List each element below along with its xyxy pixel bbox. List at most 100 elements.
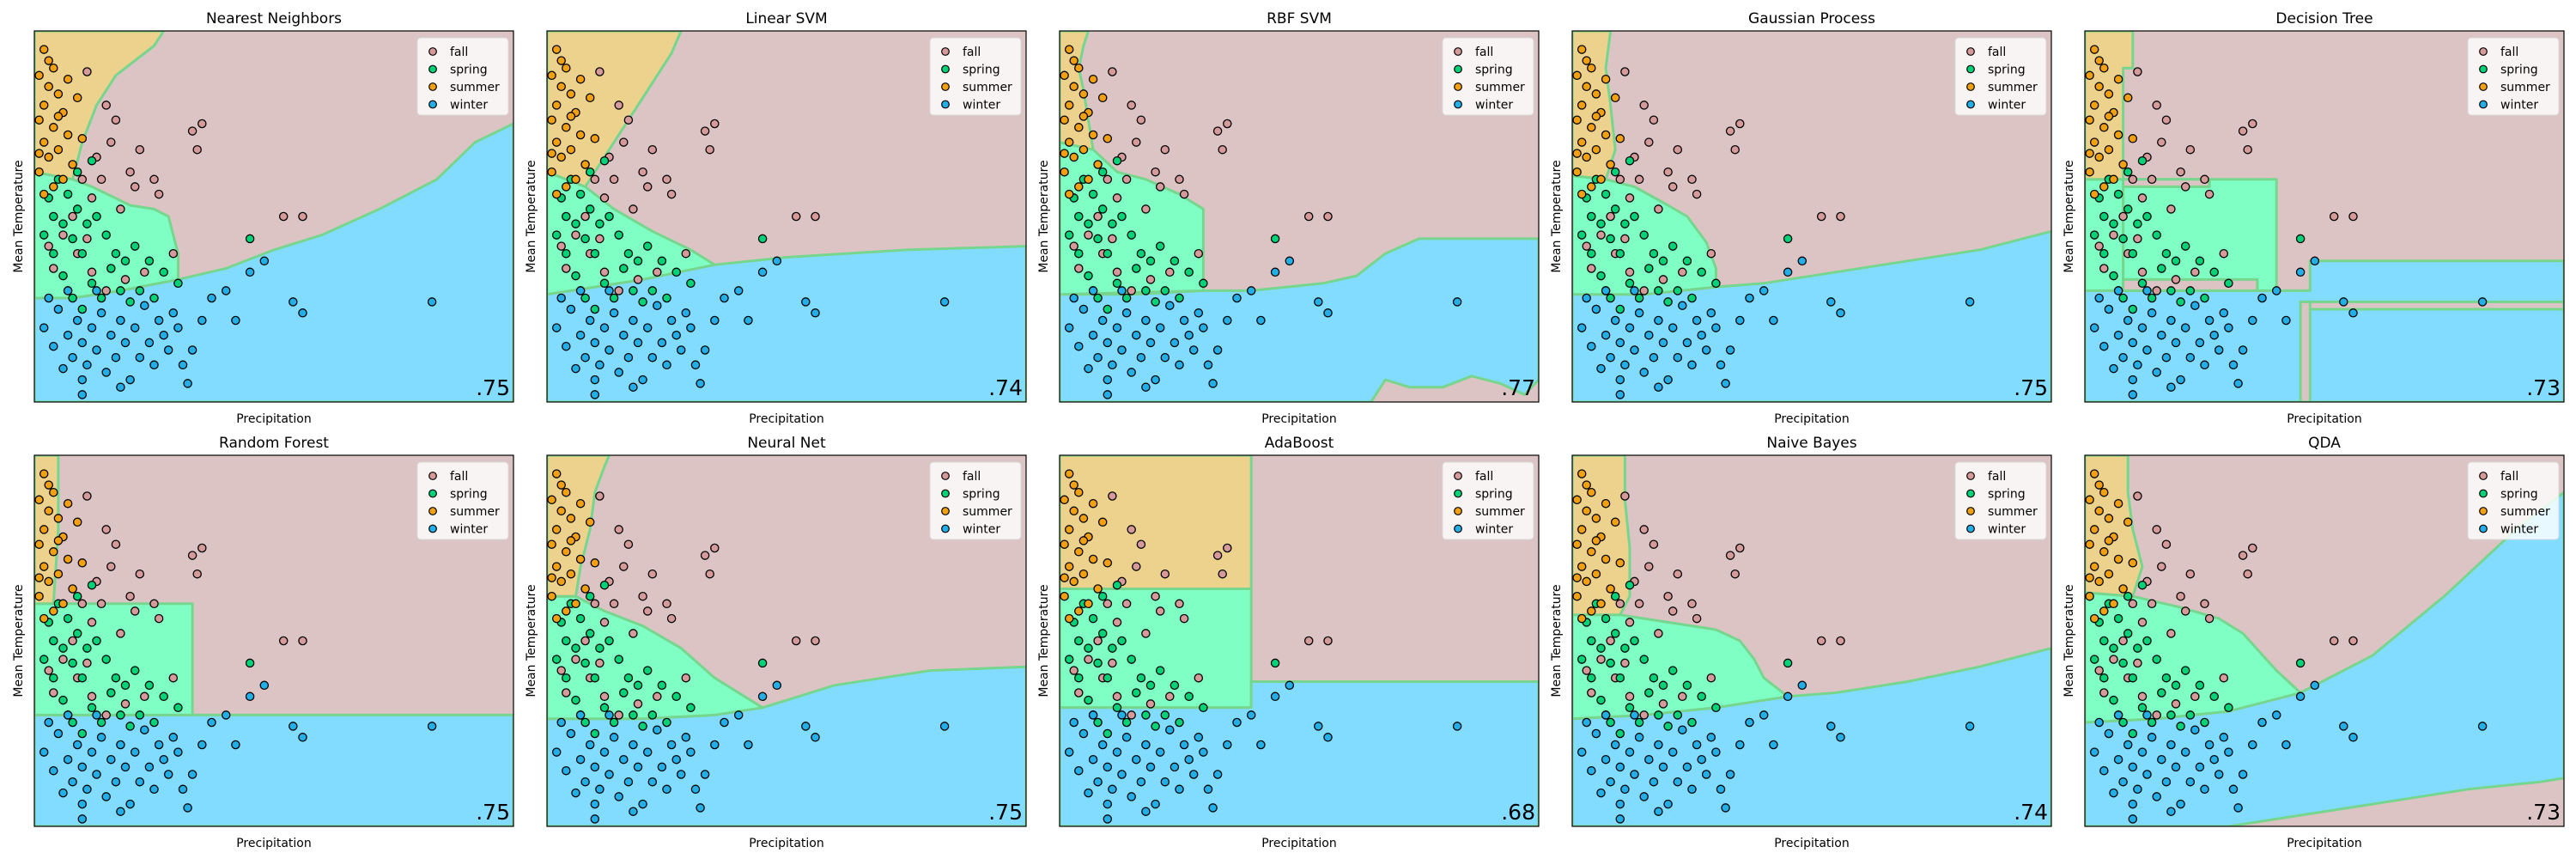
point-spring bbox=[72, 591, 82, 601]
point-fall bbox=[1093, 211, 1103, 222]
point-fall bbox=[1673, 569, 1683, 579]
point-summer bbox=[562, 63, 571, 73]
legend-entry-fall: fall bbox=[1988, 46, 2006, 59]
point-winter bbox=[566, 728, 576, 739]
point-winter bbox=[1687, 360, 1697, 370]
legend-marker-fall bbox=[1966, 47, 1975, 56]
point-spring bbox=[2200, 717, 2209, 728]
point-summer bbox=[1577, 101, 1587, 110]
point-winter bbox=[2147, 308, 2157, 318]
point-winter bbox=[2171, 338, 2181, 348]
point-spring bbox=[1160, 286, 1170, 295]
point-winter bbox=[2238, 345, 2248, 355]
point-winter bbox=[666, 315, 677, 326]
point-spring bbox=[1127, 655, 1136, 664]
points bbox=[547, 469, 950, 824]
point-summer bbox=[44, 506, 53, 516]
legend-marker-spring bbox=[1454, 489, 1462, 498]
point-winter bbox=[2161, 777, 2172, 787]
point-spring bbox=[39, 655, 49, 664]
point-winter bbox=[1577, 323, 1587, 332]
point-summer bbox=[556, 480, 566, 490]
point-summer bbox=[1074, 182, 1084, 192]
point-summer bbox=[556, 152, 566, 162]
point-winter bbox=[1074, 765, 1084, 776]
point-winter bbox=[2157, 330, 2166, 340]
point-spring bbox=[1625, 703, 1635, 713]
point-summer bbox=[547, 573, 556, 582]
point-spring bbox=[1577, 655, 1587, 664]
point-summer bbox=[566, 514, 576, 523]
point-summer bbox=[2094, 480, 2104, 490]
panel-title: AdaBoost bbox=[1265, 435, 1334, 452]
point-spring bbox=[580, 658, 590, 668]
point-summer bbox=[1064, 613, 1074, 624]
point-winter bbox=[1601, 754, 1611, 765]
point-spring bbox=[1587, 211, 1596, 222]
point-spring bbox=[1697, 267, 1706, 277]
point-spring bbox=[1596, 219, 1606, 228]
legend-entry-fall: fall bbox=[1475, 470, 1493, 484]
point-winter bbox=[2195, 762, 2205, 772]
point-winter bbox=[1179, 315, 1189, 326]
legend-box bbox=[1954, 37, 2047, 116]
legend-entry-spring: spring bbox=[1988, 64, 2026, 77]
point-spring bbox=[2133, 219, 2142, 228]
point-winter bbox=[159, 754, 168, 765]
point-winter bbox=[2128, 762, 2138, 772]
point-spring bbox=[149, 717, 159, 728]
point-winter bbox=[2224, 747, 2233, 757]
legend-entry-winter: winter bbox=[450, 523, 488, 537]
panel-qda: QDA Precipitation Mean Temperature .73 fall s… bbox=[2063, 435, 2565, 850]
point-spring bbox=[1103, 728, 1113, 739]
point-spring bbox=[638, 297, 647, 307]
point-spring bbox=[671, 267, 681, 277]
point-fall bbox=[2185, 144, 2196, 155]
point-summer bbox=[39, 469, 49, 478]
point-winter bbox=[647, 777, 658, 787]
point-spring bbox=[1658, 256, 1668, 266]
point-fall bbox=[1730, 144, 1740, 155]
point-summer bbox=[2099, 487, 2109, 497]
legend-entry-spring: spring bbox=[2500, 488, 2538, 502]
panel-title: Naive Bayes bbox=[1766, 435, 1856, 452]
point-spring bbox=[1711, 278, 1721, 289]
point-spring bbox=[39, 230, 49, 240]
point-winter bbox=[1606, 352, 1615, 362]
panel-title: Nearest Neighbors bbox=[206, 10, 342, 27]
point-fall bbox=[1816, 636, 1826, 646]
point-winter bbox=[1783, 691, 1793, 702]
point-winter bbox=[2152, 368, 2161, 377]
point-winter bbox=[1270, 691, 1280, 702]
point-spring bbox=[1084, 271, 1093, 281]
point-winter bbox=[2166, 315, 2176, 326]
point-winter bbox=[1203, 784, 1213, 795]
point-fall bbox=[278, 211, 289, 222]
point-winter bbox=[1596, 788, 1606, 798]
point-winter bbox=[2190, 725, 2200, 734]
point-fall bbox=[1725, 126, 1735, 136]
point-winter bbox=[1117, 770, 1127, 779]
point-spring bbox=[638, 722, 647, 731]
point-fall bbox=[87, 691, 97, 702]
point-spring bbox=[1606, 717, 1615, 728]
point-winter bbox=[801, 297, 811, 307]
point-summer bbox=[44, 152, 53, 162]
point-winter bbox=[1965, 722, 1975, 731]
point-spring bbox=[245, 234, 255, 244]
legend-entry-summer: summer bbox=[1475, 81, 1525, 94]
point-fall bbox=[662, 599, 671, 609]
point-summer bbox=[1074, 487, 1084, 497]
point-summer bbox=[1591, 569, 1601, 579]
point-winter bbox=[120, 762, 131, 772]
point-fall bbox=[1639, 525, 1649, 534]
point-summer bbox=[1596, 599, 1606, 609]
point-winter bbox=[1649, 777, 1659, 787]
legend-box bbox=[1954, 461, 2047, 540]
point-spring bbox=[562, 211, 571, 222]
point-winter bbox=[1103, 338, 1113, 348]
point-spring bbox=[571, 643, 580, 653]
point-summer bbox=[44, 56, 53, 65]
point-fall bbox=[614, 710, 623, 720]
point-spring bbox=[2161, 673, 2172, 683]
